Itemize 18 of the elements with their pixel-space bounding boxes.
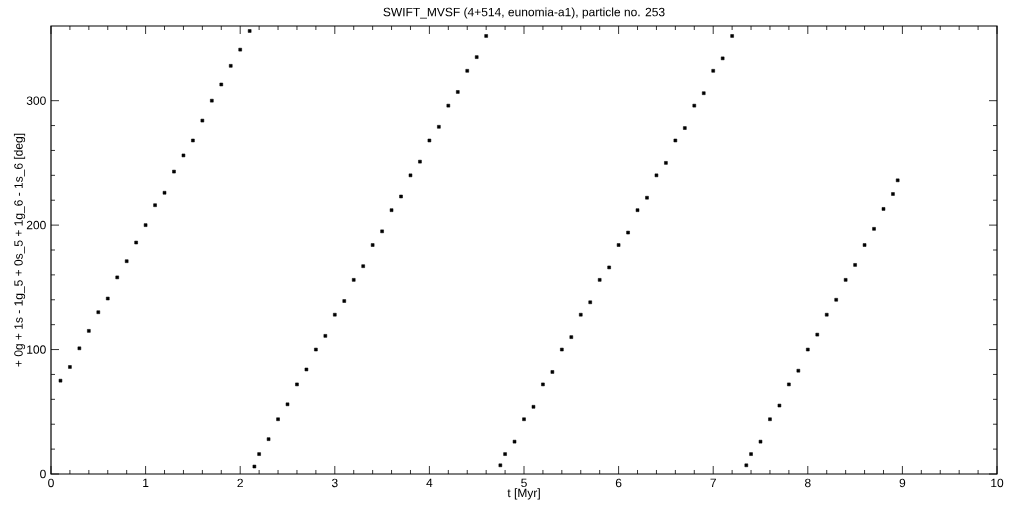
x-tick-label: 3: [331, 478, 338, 488]
x-tick-label: 0: [48, 478, 54, 488]
chart-title: SWIFT_MVSF (4+514, eunomia-a1), particle no. 253: [383, 7, 665, 19]
y-tick-label: 200: [26, 220, 46, 230]
x-tick-label: 7: [710, 478, 716, 487]
y-axis-title: + 0g + 1s - 1g_5 + 0s_5 + 1g_6 - 1s_6 [deg]: [13, 133, 26, 367]
x-tick-label: 9: [899, 478, 906, 488]
y-tick-label: 0: [40, 469, 46, 479]
x-tick-label: 2: [237, 478, 243, 488]
x-axis-title: t [Myr]: [507, 488, 540, 500]
y-tick-label: 100: [27, 345, 46, 354]
y-tick-label: 300: [26, 96, 46, 105]
x-tick-label: 8: [804, 478, 811, 488]
x-tick-label: 4: [426, 478, 433, 487]
x-tick-label: 10: [991, 478, 1004, 488]
x-tick-label: 1: [143, 478, 149, 487]
x-tick-label: 5: [521, 478, 527, 488]
x-tick-label: 6: [615, 478, 622, 488]
